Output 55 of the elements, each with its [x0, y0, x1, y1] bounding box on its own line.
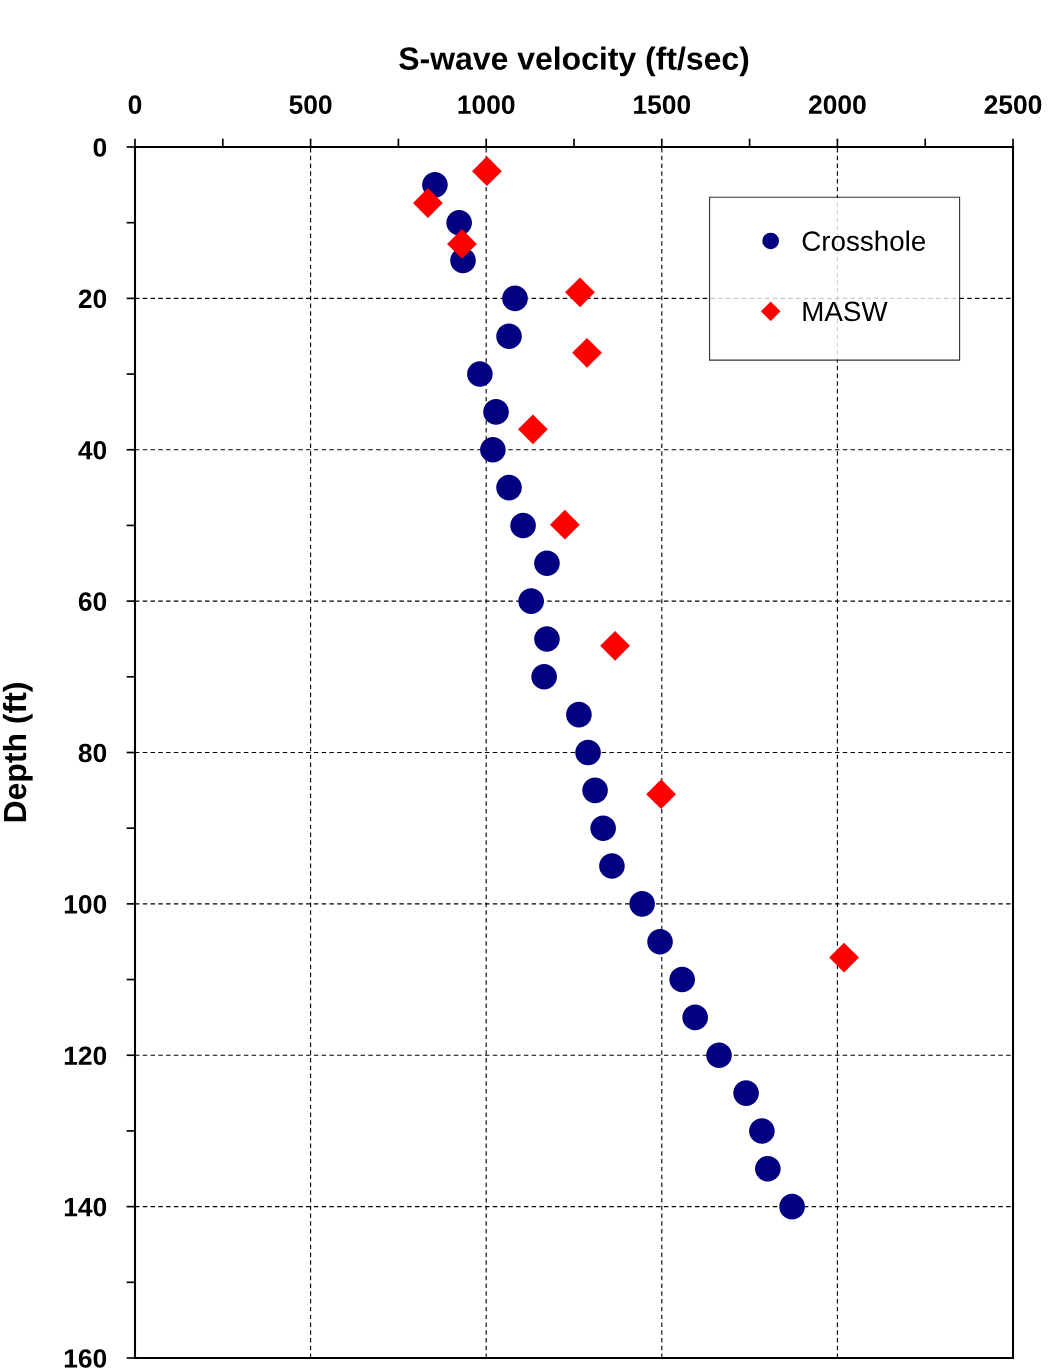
point	[534, 550, 560, 577]
y-tick-label: 80	[78, 743, 107, 763]
point	[549, 509, 580, 540]
y-tick-label: 120	[64, 1046, 107, 1066]
x-tick-label: 1000	[458, 95, 515, 115]
point	[483, 399, 509, 425]
point	[572, 337, 602, 368]
point	[647, 928, 673, 955]
point	[472, 156, 502, 187]
point	[669, 966, 695, 993]
y-tick-label: 20	[78, 289, 107, 309]
x-tick-label: 1500	[634, 95, 691, 115]
point	[510, 512, 536, 539]
point	[779, 1193, 805, 1220]
point	[518, 414, 548, 445]
point	[599, 853, 625, 879]
point	[733, 1080, 759, 1106]
point	[706, 1042, 732, 1069]
point	[413, 188, 443, 218]
y-tick-label: 0	[93, 138, 107, 157]
point	[575, 739, 601, 766]
point	[518, 588, 544, 614]
y-axis-title: Depth (ft)	[2, 683, 33, 822]
point	[534, 626, 560, 652]
x-tick-label: 2000	[808, 95, 866, 115]
point	[629, 891, 655, 917]
x-axis-title: S-wave velocity (ft/sec)	[399, 46, 749, 77]
x-tick-label: 0	[128, 95, 142, 115]
legend-label: Crosshole	[802, 230, 926, 251]
point	[582, 777, 608, 804]
point	[496, 323, 522, 350]
y-tick-label: 100	[64, 895, 107, 914]
point	[682, 1004, 708, 1031]
y-tick-label: 140	[64, 1197, 107, 1217]
y-tick-label: 40	[78, 440, 107, 460]
point	[600, 630, 630, 661]
y-tick-label: 60	[78, 592, 107, 611]
legend-label: MASW	[803, 301, 888, 322]
point	[531, 664, 557, 690]
x-tick-label: 2500	[984, 95, 1042, 115]
point	[755, 1155, 781, 1182]
point	[646, 779, 676, 810]
point	[447, 228, 477, 259]
point	[446, 209, 472, 236]
x-tick-label: 500	[289, 95, 332, 115]
point	[496, 474, 522, 501]
point	[502, 285, 528, 312]
point	[566, 701, 592, 728]
point	[749, 1118, 775, 1144]
y-tick-label: 160	[64, 1349, 107, 1368]
point	[480, 436, 506, 463]
point	[829, 942, 859, 973]
point	[467, 361, 493, 387]
point	[565, 277, 595, 308]
point	[590, 815, 616, 841]
